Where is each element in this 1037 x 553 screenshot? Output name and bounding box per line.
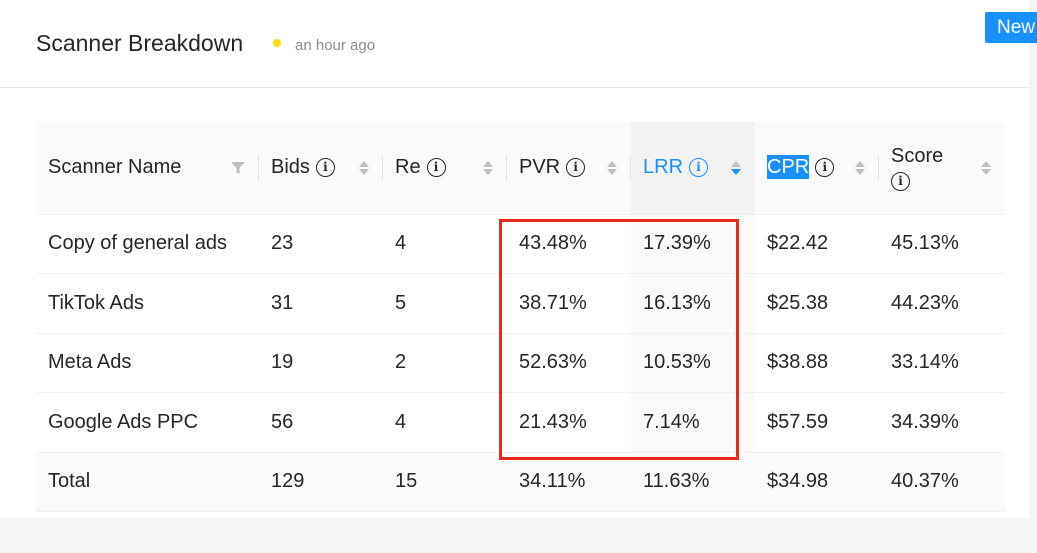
cell-bids: 31 [259, 273, 383, 334]
cell-bids: 56 [259, 392, 383, 453]
cell-pvr: 38.71% [507, 273, 631, 334]
col-label: Score [891, 144, 944, 167]
column-divider [630, 155, 631, 181]
cell-bids: 19 [259, 333, 383, 393]
filter-icon[interactable] [231, 161, 245, 175]
cell-pvr: 43.48% [507, 214, 631, 274]
cell-re: 15 [383, 452, 507, 512]
highlight-annotation-box [499, 219, 739, 460]
cell-bids: 23 [259, 214, 383, 274]
cell-scanner-name: Copy of general ads [36, 214, 259, 274]
col-label: PVR [519, 156, 561, 179]
cell-pvr: 34.11% [507, 452, 631, 512]
cell-pvr: 21.43% [507, 392, 631, 453]
sort-icon[interactable] [483, 160, 493, 175]
table-header-row: Scanner Name Bids i Re i PVR [36, 122, 1005, 215]
col-header-scanner-name[interactable]: Scanner Name [36, 122, 259, 215]
cell-re: 5 [383, 273, 507, 334]
new-button[interactable]: New [985, 12, 1037, 43]
cell-score: 34.39% [879, 392, 1005, 453]
sort-icon[interactable] [981, 160, 991, 175]
scanner-breakdown-card: Scanner Breakdown an hour ago New Scanne… [0, 0, 1037, 512]
cell-re: 4 [383, 392, 507, 453]
table-row: Google Ads PPC 56 4 21.43% 7.14% $57.59 … [36, 392, 1005, 453]
col-header-score[interactable]: Score i [879, 122, 1005, 215]
status-dot [273, 39, 281, 47]
table-row: TikTok Ads 31 5 38.71% 16.13% $25.38 44.… [36, 273, 1005, 334]
cell-score: 44.23% [879, 273, 1005, 334]
sort-icon[interactable] [855, 160, 865, 175]
cell-score: 33.14% [879, 333, 1005, 393]
col-label: CPR [767, 155, 810, 180]
cell-cpr: $57.59 [755, 392, 879, 453]
info-icon[interactable]: i [315, 158, 335, 178]
info-icon[interactable]: i [566, 158, 586, 178]
card-header: Scanner Breakdown an hour ago New [0, 0, 1037, 88]
col-label: Bids [271, 156, 310, 179]
cell-score: 45.13% [879, 214, 1005, 274]
col-header-lrr[interactable]: LRR i [631, 122, 755, 215]
col-header-cpr[interactable]: CPR i [755, 122, 879, 215]
cell-bids: 129 [259, 452, 383, 512]
cell-lrr: 11.63% [631, 452, 755, 512]
cell-re: 2 [383, 333, 507, 393]
cell-cpr: $34.98 [755, 452, 879, 512]
col-label: Re [395, 156, 421, 179]
table-row: Meta Ads 19 2 52.63% 10.53% $38.88 33.14… [36, 333, 1005, 393]
sort-descend-icon[interactable] [731, 160, 741, 175]
col-header-pvr[interactable]: PVR i [507, 122, 631, 215]
card-title: Scanner Breakdown [36, 30, 244, 56]
col-label: Scanner Name [48, 156, 182, 179]
total-row: Total 129 15 34.11% 11.63% $34.98 40.37% [36, 452, 1005, 512]
sort-icon[interactable] [607, 160, 617, 175]
cell-cpr: $25.38 [755, 273, 879, 334]
cell-lrr: 10.53% [631, 333, 755, 393]
cell-lrr: 7.14% [631, 392, 755, 453]
column-divider [878, 155, 879, 181]
column-divider [258, 155, 259, 181]
cell-score: 40.37% [879, 452, 1005, 512]
column-divider [382, 155, 383, 181]
cell-lrr: 16.13% [631, 273, 755, 334]
table-row: Copy of general ads 23 4 43.48% 17.39% $… [36, 214, 1005, 274]
info-icon[interactable]: i [815, 158, 835, 178]
updated-time: an hour ago [295, 37, 376, 54]
col-header-bids[interactable]: Bids i [259, 122, 383, 215]
cell-total-label: Total [36, 452, 259, 512]
sort-icon[interactable] [359, 160, 369, 175]
cell-re: 4 [383, 214, 507, 274]
cell-scanner-name: TikTok Ads [36, 273, 259, 334]
cell-cpr: $38.88 [755, 333, 879, 393]
cell-lrr: 17.39% [631, 214, 755, 274]
col-header-re[interactable]: Re i [383, 122, 507, 215]
info-icon[interactable]: i [891, 171, 910, 191]
cell-cpr: $22.42 [755, 214, 879, 274]
cell-scanner-name: Google Ads PPC [36, 392, 259, 453]
info-icon[interactable]: i [426, 158, 446, 178]
cell-pvr: 52.63% [507, 333, 631, 393]
info-icon[interactable]: i [689, 158, 709, 178]
cell-scanner-name: Meta Ads [36, 333, 259, 393]
column-divider [506, 155, 507, 181]
scanner-table: Scanner Name Bids i Re i PVR [36, 122, 1005, 512]
col-label: LRR [643, 156, 684, 179]
